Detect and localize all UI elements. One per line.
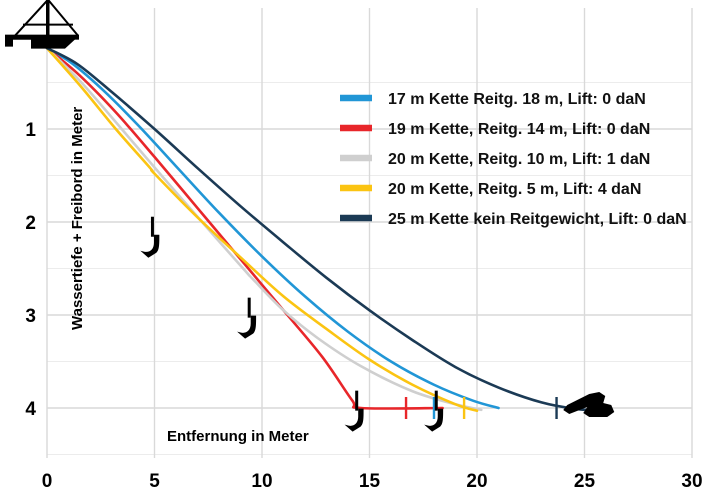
annotation-layer: [5, 0, 615, 432]
kellet-weight-icon: [344, 390, 364, 432]
legend-item-4[interactable]: 25 m Kette kein Reitgewicht, Lift: 0 daN: [340, 211, 687, 228]
x-tick-label-10: 10: [251, 471, 272, 492]
series-line-1: [45, 46, 444, 410]
x-axis-title: Entfernung in Meter: [167, 428, 309, 445]
x-tick-label-25: 25: [574, 471, 596, 492]
series-layer: [45, 46, 608, 413]
series-line-0: [45, 46, 500, 410]
kellet-weight-icon: [237, 297, 257, 339]
y-tick-label-2: 2: [25, 213, 36, 234]
legend-item-1[interactable]: 19 m Kette, Reitg. 14 m, Lift: 0 daN: [340, 121, 650, 138]
legend-label-2: 20 m Kette, Reitg. 10 m, Lift: 1 daN: [388, 151, 650, 168]
x-tick-label-30: 30: [681, 471, 702, 492]
x-tick-label-20: 20: [466, 471, 487, 492]
legend-label-0: 17 m Kette Reitg. 18 m, Lift: 0 daN: [388, 91, 646, 108]
x-tick-label-15: 15: [359, 471, 381, 492]
series-line-4: [45, 46, 608, 413]
kellet-weight-icon: [424, 390, 444, 432]
x-tick-label-0: 0: [42, 471, 53, 492]
sailboat-icon: [5, 0, 79, 49]
kellet-weight-icon: [140, 216, 160, 258]
legend-item-0[interactable]: 17 m Kette Reitg. 18 m, Lift: 0 daN: [340, 91, 646, 108]
legend-label-3: 20 m Kette, Reitg. 5 m, Lift: 4 daN: [388, 181, 641, 198]
anchor-icon: [563, 392, 615, 417]
legend-item-3[interactable]: 20 m Kette, Reitg. 5 m, Lift: 4 daN: [340, 181, 641, 198]
x-tick-label-5: 5: [149, 471, 160, 492]
legend-item-2[interactable]: 20 m Kette, Reitg. 10 m, Lift: 1 daN: [340, 151, 650, 168]
series-line-3: [45, 46, 479, 413]
legend-label-4: 25 m Kette kein Reitgewicht, Lift: 0 daN: [388, 211, 687, 228]
series-line-2: [45, 46, 483, 412]
y-tick-labels: 1 2 3 4: [25, 120, 36, 420]
y-axis-title: Wassertiefe + Freibord in Meter: [69, 107, 86, 330]
end-marker-layer: [404, 397, 558, 419]
y-tick-label-1: 1: [25, 120, 36, 141]
y-tick-label-3: 3: [25, 306, 36, 327]
legend-label-1: 19 m Kette, Reitg. 14 m, Lift: 0 daN: [388, 121, 650, 138]
x-tick-labels: 0 5 10 15 20 25 30: [42, 471, 703, 492]
legend: 17 m Kette Reitg. 18 m, Lift: 0 daN 19 m …: [340, 91, 687, 228]
y-tick-label-4: 4: [25, 399, 36, 420]
